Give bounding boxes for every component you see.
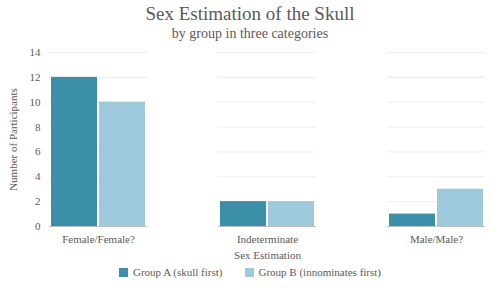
svg-text:8: 8 — [35, 121, 41, 133]
html-text:Group A (skull first): Group A (skull first) — [133, 266, 223, 278]
svg-text:4: 4 — [35, 170, 41, 182]
svg-text:6: 6 — [35, 145, 41, 157]
svg-text:Female/Female?: Female/Female? — [62, 233, 135, 245]
svg-text:Sex Estimation: Sex Estimation — [234, 249, 301, 261]
html-text:Group B (innominates first): Group B (innominates first) — [258, 266, 381, 278]
html-text:by group in three categories: by group in three categories — [171, 26, 329, 41]
svg-text:14: 14 — [30, 46, 42, 58]
svg-text:Indeterminate: Indeterminate — [237, 233, 298, 245]
svg-text:Male/Male?: Male/Male? — [410, 233, 463, 245]
svg-text:12: 12 — [30, 71, 41, 83]
svg-text:Number of Participants: Number of Participants — [7, 88, 19, 191]
html-text:Sex Estimation of the Skull: Sex Estimation of the Skull — [145, 3, 355, 24]
svg-text:0: 0 — [35, 220, 41, 232]
svg-text:10: 10 — [30, 96, 42, 108]
svg-text:2: 2 — [35, 195, 41, 207]
